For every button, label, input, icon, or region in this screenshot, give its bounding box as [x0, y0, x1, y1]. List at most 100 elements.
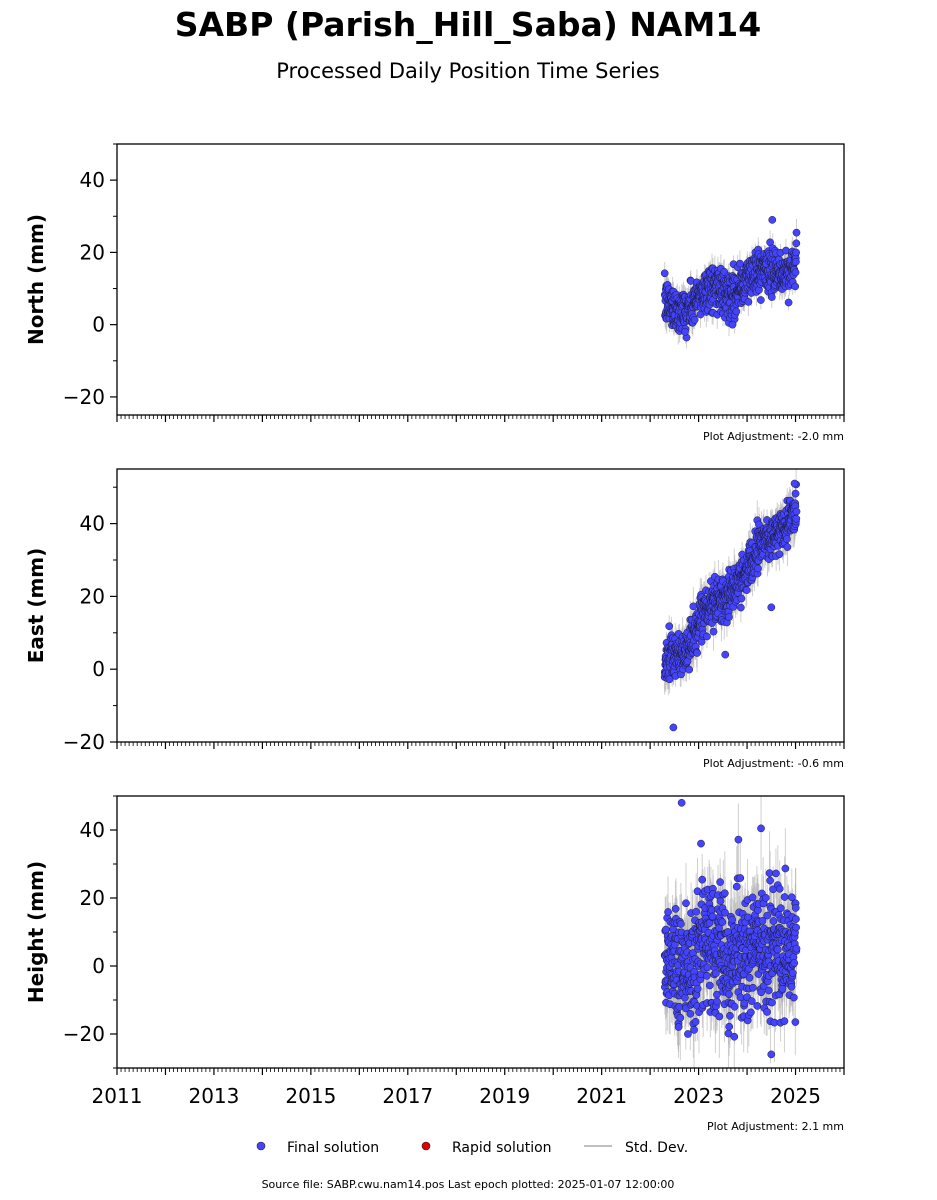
data-point	[753, 1002, 762, 1010]
data-point	[747, 997, 756, 1005]
data-point	[721, 908, 729, 917]
y-tick-label: 40	[80, 818, 105, 842]
data-point	[761, 893, 770, 902]
data-point	[742, 586, 751, 594]
legend-final-label: Final solution	[287, 1140, 379, 1156]
y-axis-label: East (mm)	[24, 548, 48, 664]
y-axis-label: North (mm)	[24, 214, 48, 345]
y-tick-label: 20	[80, 886, 105, 910]
data-point	[725, 613, 733, 621]
data-point	[783, 535, 791, 543]
legend-final-marker	[256, 1141, 266, 1151]
data-point	[692, 907, 701, 916]
data-point	[684, 1030, 692, 1038]
data-point	[757, 824, 765, 833]
data-point	[725, 1022, 734, 1031]
data-point	[791, 268, 800, 277]
data-point	[703, 963, 712, 972]
data-point	[778, 984, 787, 993]
data-point	[732, 882, 741, 891]
data-point	[685, 665, 694, 674]
data-point	[757, 296, 765, 304]
data-point	[660, 269, 669, 278]
data-point	[790, 993, 798, 1002]
data-point	[748, 893, 757, 902]
data-point	[728, 915, 737, 924]
data-point	[715, 1012, 724, 1021]
data-point	[791, 489, 800, 498]
panel-2-data	[660, 796, 801, 1068]
data-point	[726, 1011, 734, 1020]
legend: Final solution Rapid solution Std. Dev.	[256, 1140, 688, 1156]
data-point	[790, 959, 799, 967]
panel-2: −20 0 20 40 2011 2013 2015 2017 2019 2021 2023 2025…	[24, 795, 845, 1133]
data-point	[763, 1008, 771, 1016]
figure-subtitle: Processed Daily Position Time Series	[276, 59, 660, 83]
y-tick-label: 20	[80, 584, 105, 608]
plot-adjustment-note: Plot Adjustment: -2.0 mm	[703, 430, 844, 443]
final-solution-points	[660, 798, 801, 1059]
data-point	[791, 1018, 800, 1026]
legend-rapid-marker	[421, 1141, 431, 1151]
data-point	[792, 507, 801, 516]
data-point	[728, 320, 737, 329]
data-point	[792, 239, 801, 248]
data-point	[691, 1017, 700, 1026]
data-point	[787, 893, 796, 902]
data-point	[783, 543, 792, 551]
data-point	[784, 298, 793, 307]
x-tick-label: 2011	[92, 1084, 143, 1108]
data-point	[732, 307, 741, 316]
data-point	[709, 627, 718, 636]
x-tick-label: 2025	[770, 1084, 821, 1108]
data-point	[664, 908, 672, 916]
final-solution-points	[660, 216, 801, 342]
data-point	[736, 874, 745, 882]
data-point	[734, 835, 743, 844]
data-point	[744, 298, 753, 306]
legend-rapid-label: Rapid solution	[452, 1140, 552, 1156]
data-point	[745, 973, 754, 982]
data-point	[747, 1008, 755, 1017]
y-tick-label: 0	[92, 657, 105, 681]
data-point	[671, 904, 680, 913]
data-point	[716, 878, 724, 886]
plot-adjustment-note: Plot Adjustment: -0.6 mm	[703, 757, 844, 770]
data-point	[665, 675, 674, 684]
data-point	[716, 897, 725, 905]
x-tick-label: 2019	[479, 1084, 530, 1108]
y-tick-label: 0	[92, 313, 105, 337]
data-point	[773, 945, 782, 954]
data-point	[792, 923, 800, 932]
x-tick-label: 2013	[188, 1084, 239, 1108]
data-point	[730, 1002, 739, 1011]
y-axis-label: Height (mm)	[24, 861, 48, 1003]
data-point	[713, 997, 721, 1006]
data-point	[790, 479, 799, 488]
data-point	[791, 904, 800, 912]
data-point	[768, 216, 777, 224]
data-point	[767, 293, 776, 301]
y-tick-label: −20	[63, 1022, 105, 1046]
data-point	[769, 917, 778, 925]
data-point	[690, 315, 699, 324]
data-point	[792, 228, 801, 237]
data-point	[792, 915, 800, 923]
data-point	[780, 893, 789, 901]
y-tick-label: 40	[80, 168, 105, 192]
x-tick-label: 2023	[673, 1084, 724, 1108]
y-tick-label: −20	[63, 385, 105, 409]
data-point	[758, 916, 767, 925]
data-point	[677, 798, 686, 807]
data-point	[697, 839, 705, 848]
data-point	[682, 899, 690, 908]
data-point	[690, 1026, 698, 1034]
y-tick-label: −20	[63, 730, 105, 754]
data-point	[737, 594, 746, 603]
panel-0: −20 0 20 40 North (mm) Plot Adjustment: -2.0 …	[24, 143, 845, 443]
data-point	[766, 876, 774, 885]
y-tick-label: 20	[80, 240, 105, 264]
data-point	[768, 998, 776, 1007]
data-point	[693, 649, 701, 657]
